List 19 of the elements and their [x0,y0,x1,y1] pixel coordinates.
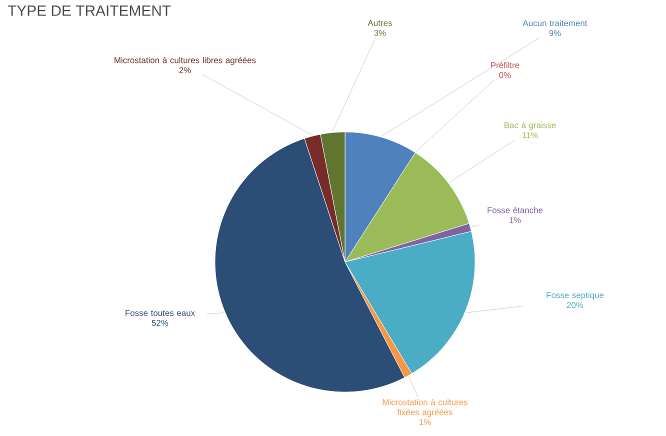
slice-label: Fosse toutes eaux [126,310,195,316]
data-label: 1% [510,217,521,224]
slice-label: Bac à graisse [504,122,556,130]
slice-label: Fosse septique [546,292,604,300]
slice-label: Aucun traitement [522,20,588,26]
slice-label: Microstation à cultures fixées agréées [382,398,468,417]
slice-label: Microstation à cultures libres agréées [114,56,256,65]
data-label: 3% [374,30,386,36]
data-label: 9% [549,30,561,36]
data-label: 20% [566,302,584,308]
data-label: 2% [179,67,191,74]
slice-label: Autres [368,20,392,26]
category-label: Préfiltre [491,62,520,68]
data-label: 11% [522,132,538,138]
data-label: 1% [420,419,431,426]
slice-label: Fosse étanche [488,206,543,214]
chart-title: TYPE DE TRAITEMENT [8,6,171,16]
text: 0% [499,72,511,78]
data-label: 52% [152,320,168,326]
